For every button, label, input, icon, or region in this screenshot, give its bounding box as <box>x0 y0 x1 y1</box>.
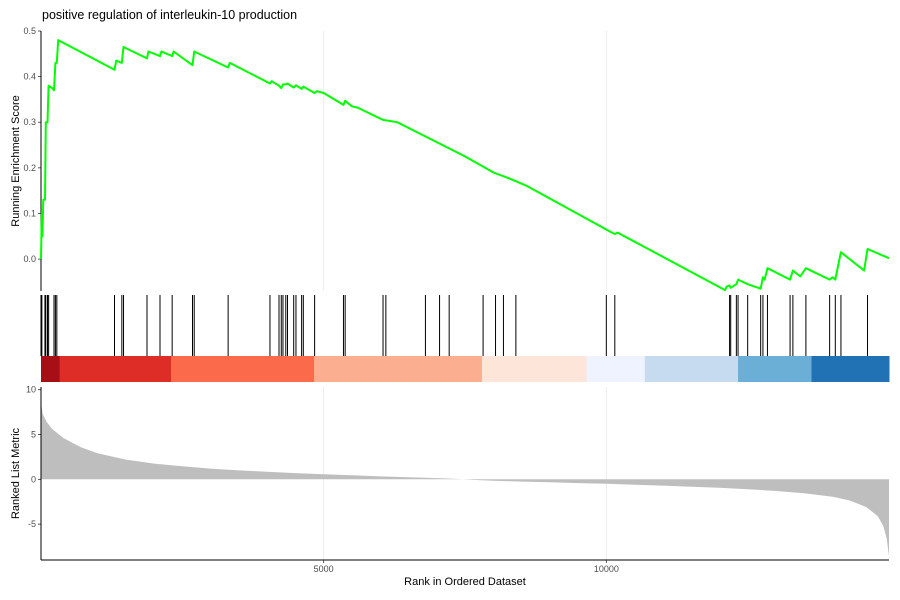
rank-band-segment <box>811 356 890 382</box>
score-y-tick-label: 0.3 <box>23 117 36 127</box>
metric-y-tick-label: 0 <box>31 474 36 484</box>
metric-y-tick-label: 10 <box>26 385 36 395</box>
running-score-line <box>40 39 890 292</box>
ranked-metric-area <box>41 402 889 557</box>
score-y-tick-label: 0.1 <box>23 208 36 218</box>
metric-y-tick-label: 5 <box>31 430 36 440</box>
score-y-tick-label: 0.4 <box>23 72 36 82</box>
rank-band-segment <box>314 356 483 382</box>
rank-band-segment <box>171 356 315 382</box>
score-y-tick-label: 0.0 <box>23 254 36 264</box>
rank-band-segment <box>586 356 646 382</box>
metric-y-tick-label: -5 <box>28 519 36 529</box>
x-tick-label: 10000 <box>594 564 619 574</box>
rank-band-segment <box>481 356 588 382</box>
score-y-axis-title: Running Enrichment Score <box>10 95 22 226</box>
chart-title: positive regulation of interleukin-10 pr… <box>42 8 298 22</box>
score-y-tick-label: 0.5 <box>23 26 36 36</box>
metric-y-axis-title: Ranked List Metric <box>10 427 22 519</box>
rank-band-segment <box>41 356 61 382</box>
rank-band-segment <box>644 356 739 382</box>
rank-band-segment <box>738 356 813 382</box>
score-y-tick-label: 0.2 <box>23 163 36 173</box>
rank-band-segment <box>59 356 172 382</box>
x-tick-label: 5000 <box>314 564 334 574</box>
x-axis-title: Rank in Ordered Dataset <box>404 576 526 588</box>
